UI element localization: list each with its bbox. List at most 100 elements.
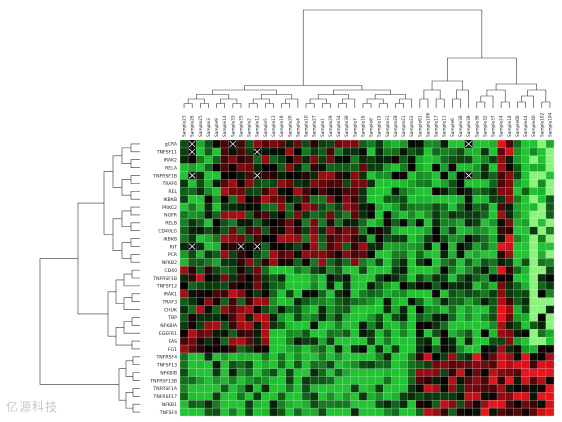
- heatmap-cell: [399, 171, 408, 180]
- heatmap-cell: [358, 147, 368, 156]
- heatmap-cell: [318, 155, 327, 164]
- heatmap-cell: [367, 179, 376, 188]
- missing-mark: [229, 140, 237, 148]
- heatmap-cell: [293, 345, 303, 354]
- heatmap-cell: [228, 155, 238, 164]
- heatmap-cell: [399, 345, 408, 354]
- heatmap-cell: [456, 400, 465, 409]
- heatmap-cell: [440, 368, 449, 377]
- heatmap-cell: [228, 289, 238, 298]
- heatmap-cell: [245, 400, 254, 409]
- heatmap-cell: [440, 226, 449, 235]
- heatmap-cell: [545, 250, 555, 259]
- heatmap-cell: [505, 195, 514, 204]
- heatmap-cell: [188, 250, 197, 259]
- heatmap-cell: [277, 297, 286, 306]
- heatmap-cell: [196, 140, 205, 148]
- heatmap-cell: [253, 297, 262, 306]
- heatmap-cell: [204, 345, 213, 354]
- heatmap-cell: [367, 352, 376, 361]
- heatmap-cell: [488, 392, 498, 401]
- heatmap-cell: [285, 274, 294, 283]
- missing-mark: [188, 243, 196, 250]
- heatmap-cell: [269, 384, 278, 393]
- heatmap-cell: [358, 289, 368, 298]
- heatmap-cell: [253, 266, 262, 275]
- heatmap-cell: [399, 163, 408, 172]
- column-dendrogram-branch: [419, 98, 429, 108]
- heatmap-cell: [358, 266, 368, 275]
- heatmap-cell: [285, 345, 294, 354]
- heatmap-cell: [269, 155, 278, 164]
- heatmap-cell: [505, 266, 514, 275]
- column-dendrogram-branch: [395, 103, 404, 108]
- heatmap-cell: [488, 171, 498, 180]
- heatmap-cell: [204, 234, 213, 243]
- heatmap-cell: [448, 140, 457, 148]
- heatmap-cell: [464, 226, 473, 235]
- heatmap-cell: [521, 258, 530, 267]
- column-label: Sample29: [328, 115, 334, 137]
- heatmap-cell: [472, 305, 481, 314]
- heatmap-cell: [277, 400, 286, 409]
- heatmap-cell: [277, 226, 286, 235]
- heatmap-cell: [188, 329, 197, 338]
- heatmap-cell: [415, 210, 425, 219]
- heatmap-cell: [350, 289, 359, 298]
- heatmap-cell: [423, 171, 433, 180]
- heatmap-cell: [326, 313, 335, 322]
- heatmap-cell: [537, 218, 546, 227]
- heatmap-cell: [545, 155, 555, 164]
- heatmap-cell: [285, 147, 294, 156]
- column-label: Sample16: [360, 115, 366, 137]
- heatmap-cell: [505, 289, 514, 298]
- heatmap-cell: [293, 163, 303, 172]
- heatmap-cell: [464, 289, 473, 298]
- heatmap-cell: [196, 408, 205, 417]
- column-dendrogram-branch: [281, 103, 291, 108]
- column-dendrogram-branch: [446, 57, 517, 84]
- heatmap-cell: [432, 140, 441, 148]
- heatmap-cell: [334, 408, 343, 417]
- heatmap-cell: [326, 147, 335, 156]
- heatmap-cell: [472, 203, 481, 212]
- heatmap-cell: [358, 360, 368, 369]
- heatmap-cell: [253, 313, 262, 322]
- heatmap-cell: [391, 408, 400, 417]
- heatmap-cell: [480, 368, 490, 377]
- heatmap-cell: [513, 368, 522, 377]
- heatmap-cell: [505, 400, 514, 409]
- heatmap-cell: [261, 234, 270, 243]
- heatmap-cell: [375, 179, 384, 188]
- heatmap-cell: [415, 384, 425, 393]
- heatmap-cell: [236, 179, 246, 188]
- heatmap-cell: [326, 234, 335, 243]
- heatmap-cell: [318, 376, 327, 385]
- heatmap-cell: [220, 376, 229, 385]
- heatmap-cell: [285, 289, 294, 298]
- heatmap-cell: [432, 226, 441, 235]
- heatmap-cell: [228, 210, 238, 219]
- heatmap-cell: [472, 352, 481, 361]
- heatmap-cell: [545, 321, 555, 330]
- column-label: Sample25: [198, 115, 204, 137]
- heatmap-cell: [375, 234, 384, 243]
- heatmap-cell: [448, 376, 457, 385]
- heatmap-cell: [326, 171, 335, 180]
- heatmap-cell: [448, 368, 457, 377]
- heatmap-cell: [245, 250, 254, 259]
- heatmap-cell: [261, 297, 270, 306]
- heatmap-cell: [212, 163, 221, 172]
- heatmap-cell: [285, 266, 294, 275]
- row-dendrogram-branch: [131, 317, 140, 326]
- heatmap-cell: [497, 368, 506, 377]
- heatmap-cell: [545, 360, 555, 369]
- row-label: CD40: [164, 268, 177, 274]
- row-dendrogram-branch: [112, 218, 122, 251]
- heatmap-cell: [277, 329, 286, 338]
- heatmap-cell: [180, 258, 189, 267]
- heatmap-cell: [537, 392, 546, 401]
- heatmap-cell: [472, 384, 481, 393]
- heatmap-cell: [228, 171, 238, 180]
- heatmap-cell: [480, 329, 490, 338]
